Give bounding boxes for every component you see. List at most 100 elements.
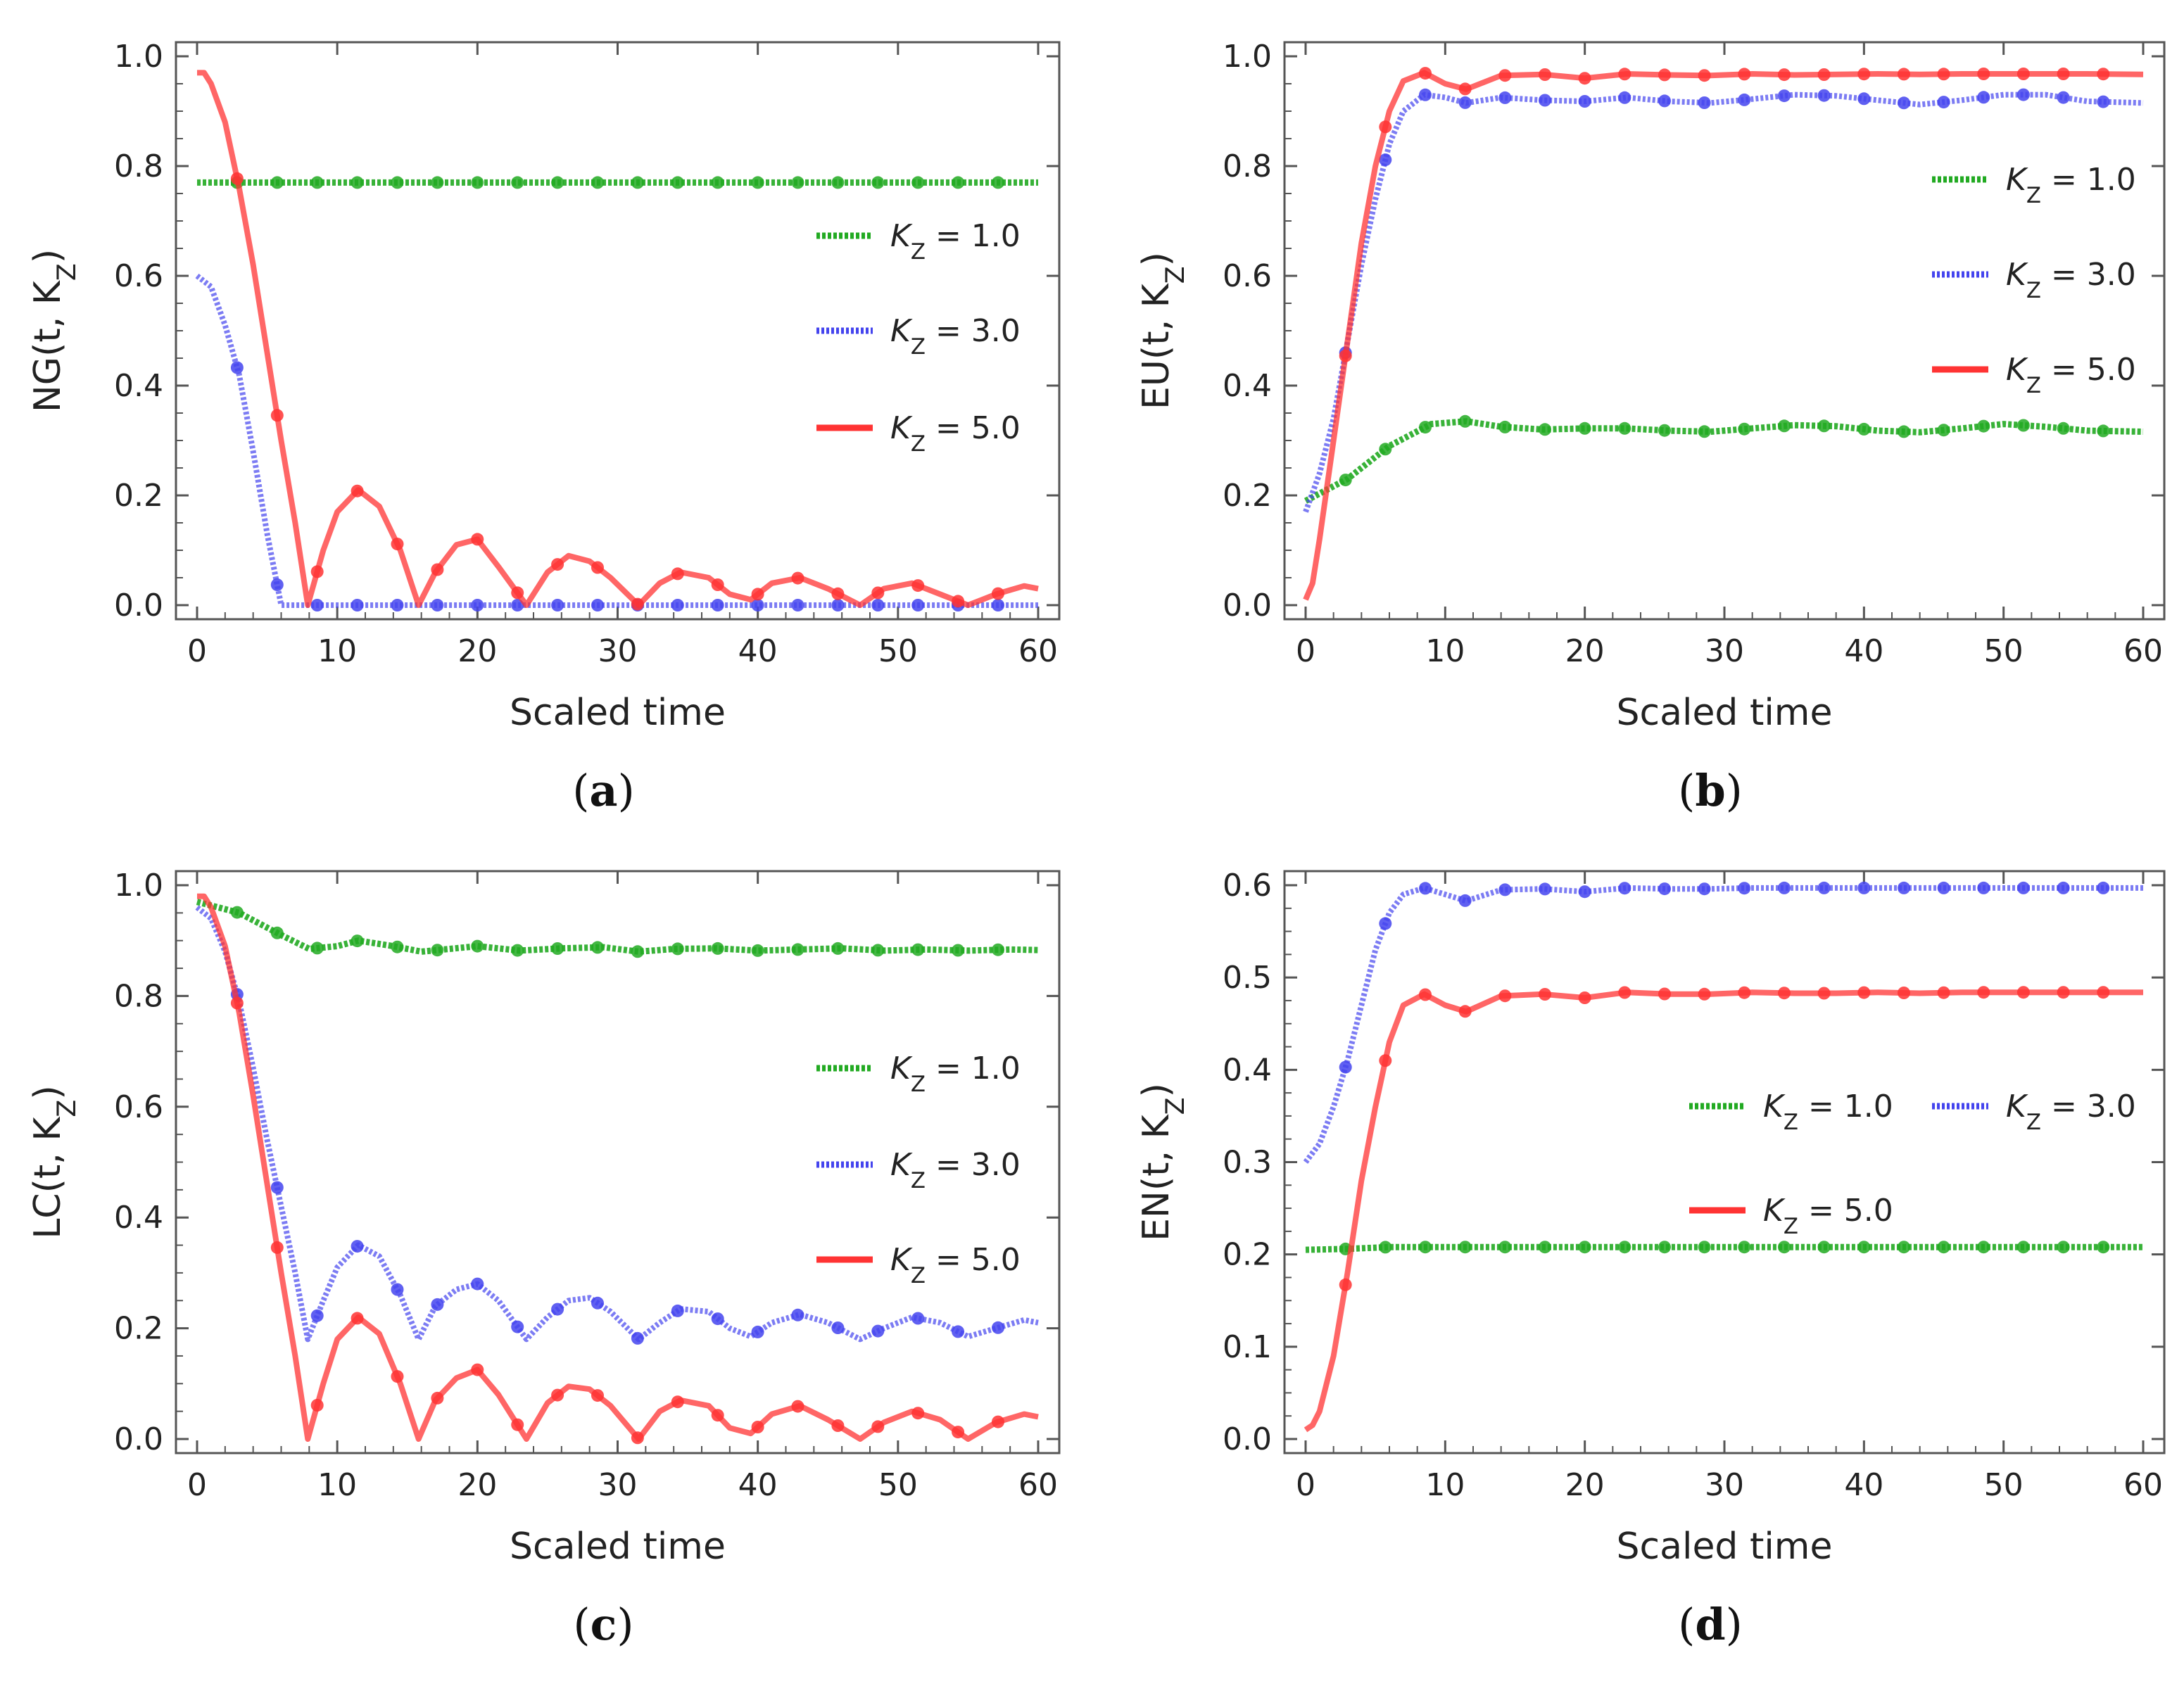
x-tick-label: 20 xyxy=(457,1467,497,1503)
series-point-kz5 xyxy=(1817,68,1831,81)
series-point-kz3 xyxy=(1419,88,1432,101)
series-point-kz3 xyxy=(1698,96,1711,109)
series-point-kz3 xyxy=(671,599,684,611)
series-point-kz5 xyxy=(1738,68,1751,81)
series-kz1 xyxy=(1305,1241,2143,1255)
series-point-kz3 xyxy=(1458,96,1472,109)
series-point-kz1 xyxy=(1498,420,1512,433)
series-point-kz3 xyxy=(1578,95,1591,108)
series-line-kz3 xyxy=(195,905,1039,1343)
series-point-kz5 xyxy=(551,558,564,571)
series-point-kz1 xyxy=(1658,424,1671,437)
y-tick-label: 0.1 xyxy=(1223,1329,1272,1365)
legend-label-kz5: KZ = 5.0 xyxy=(2006,352,2136,398)
y-tick-label: 0.4 xyxy=(1223,368,1272,404)
y-tick-label: 0.4 xyxy=(114,1200,163,1236)
series-line-kz5 xyxy=(197,70,1039,608)
series-point-kz1 xyxy=(310,942,324,955)
series-point-kz1 xyxy=(831,942,845,955)
x-axis-label: Scaled time xyxy=(1617,692,1833,734)
x-tick-label: 60 xyxy=(1018,1467,1058,1503)
series-point-kz5 xyxy=(230,996,244,1010)
series-point-kz3 xyxy=(2016,881,2030,894)
series-point-kz1 xyxy=(1698,1241,1711,1254)
series-point-kz5 xyxy=(631,597,644,611)
series-point-kz5 xyxy=(2016,986,2030,999)
panel-d: 0 10 20 30 40 50 60 0.0 0.1 0.2 0.3 0.4 0.5 0.6 Scaled… xyxy=(1135,868,2166,1650)
series-point-kz1 xyxy=(1817,1241,1831,1254)
series-kz5 xyxy=(1304,986,2143,1433)
series-point-kz1 xyxy=(1458,414,1472,428)
series-point-kz3 xyxy=(871,599,885,611)
series-point-kz1 xyxy=(911,943,925,956)
legend-d: KZ = 1.0 KZ = 3.0 KZ = 5.0 xyxy=(1689,1089,2136,1239)
plot-frame-b xyxy=(1283,41,2166,621)
series-point-kz1 xyxy=(631,176,644,189)
series-kz5 xyxy=(197,893,1039,1445)
x-axis-label: Scaled time xyxy=(1617,1526,1833,1568)
y-tick-label: 0.3 xyxy=(1223,1145,1272,1181)
series-point-kz1 xyxy=(1578,1241,1591,1254)
x-tick-label: 10 xyxy=(1425,633,1465,669)
series-point-kz1 xyxy=(551,942,564,955)
series-point-kz1 xyxy=(831,176,845,189)
series-point-kz3 xyxy=(471,599,484,611)
series-line-kz5 xyxy=(197,893,1039,1442)
series-kz5 xyxy=(197,70,1039,611)
series-line-kz3 xyxy=(1303,91,2144,513)
series-point-kz1 xyxy=(711,942,724,955)
series-point-kz1 xyxy=(1379,443,1392,456)
series-point-kz3 xyxy=(2016,88,2030,101)
legend-label-kz1: KZ = 1.0 xyxy=(1763,1089,1893,1135)
series-point-kz1 xyxy=(471,176,484,189)
y-tick-label: 0.6 xyxy=(114,258,163,294)
series-point-kz1 xyxy=(1698,425,1711,438)
series-point-kz5 xyxy=(831,587,845,600)
series-point-kz1 xyxy=(1857,1241,1871,1254)
x-tick-label: 10 xyxy=(1425,1467,1465,1503)
series-line-kz5 xyxy=(1303,70,2144,601)
series-point-kz1 xyxy=(1977,1241,1990,1254)
series-point-kz1 xyxy=(751,176,764,189)
series-point-kz1 xyxy=(310,176,324,189)
series-point-kz5 xyxy=(1458,1005,1472,1018)
series-point-kz1 xyxy=(2057,422,2070,435)
series-point-kz5 xyxy=(1778,987,1791,1000)
legend-label-kz3: KZ = 3.0 xyxy=(2006,1089,2136,1135)
series-point-kz1 xyxy=(551,176,564,189)
series-point-kz1 xyxy=(751,944,764,957)
series-point-kz5 xyxy=(1698,987,1711,1001)
series-point-kz1 xyxy=(992,943,1004,956)
series-point-kz3 xyxy=(511,1320,524,1333)
series-point-kz1 xyxy=(671,942,684,956)
y-tick-label: 0.8 xyxy=(114,148,163,184)
y-axis-label: EU(t, KZ) xyxy=(1135,252,1190,410)
x-tick-label: 30 xyxy=(598,1467,638,1503)
x-tick-label: 0 xyxy=(187,633,207,669)
panel-caption: (b) xyxy=(1678,765,1743,816)
series-point-kz3 xyxy=(1778,89,1791,103)
y-tick-label: 0.0 xyxy=(1223,588,1272,623)
series-kz3 xyxy=(195,273,1038,611)
series-point-kz3 xyxy=(1498,883,1512,896)
series-point-kz1 xyxy=(952,176,965,189)
series-point-kz5 xyxy=(1977,986,1990,999)
series-point-kz3 xyxy=(1379,917,1392,930)
series-point-kz5 xyxy=(2057,68,2070,80)
series-point-kz1 xyxy=(871,176,885,189)
series-point-kz1 xyxy=(1898,425,1910,438)
series-kz3 xyxy=(1303,88,2144,513)
series-point-kz5 xyxy=(911,1407,925,1420)
series-point-kz3 xyxy=(351,1240,364,1253)
legend-label-kz3: KZ = 3.0 xyxy=(2006,257,2136,303)
series-point-kz5 xyxy=(1419,988,1432,1001)
series-point-kz5 xyxy=(1857,68,1871,81)
series-point-kz3 xyxy=(791,599,804,611)
series-point-kz3 xyxy=(751,1325,764,1338)
series-point-kz5 xyxy=(1539,988,1551,1001)
series-point-kz5 xyxy=(2097,986,2110,999)
legend-label-kz5: KZ = 5.0 xyxy=(1763,1193,1893,1239)
x-tick-label: 40 xyxy=(1844,633,1883,669)
series-point-kz5 xyxy=(1379,120,1392,134)
series-point-kz5 xyxy=(391,1370,404,1383)
